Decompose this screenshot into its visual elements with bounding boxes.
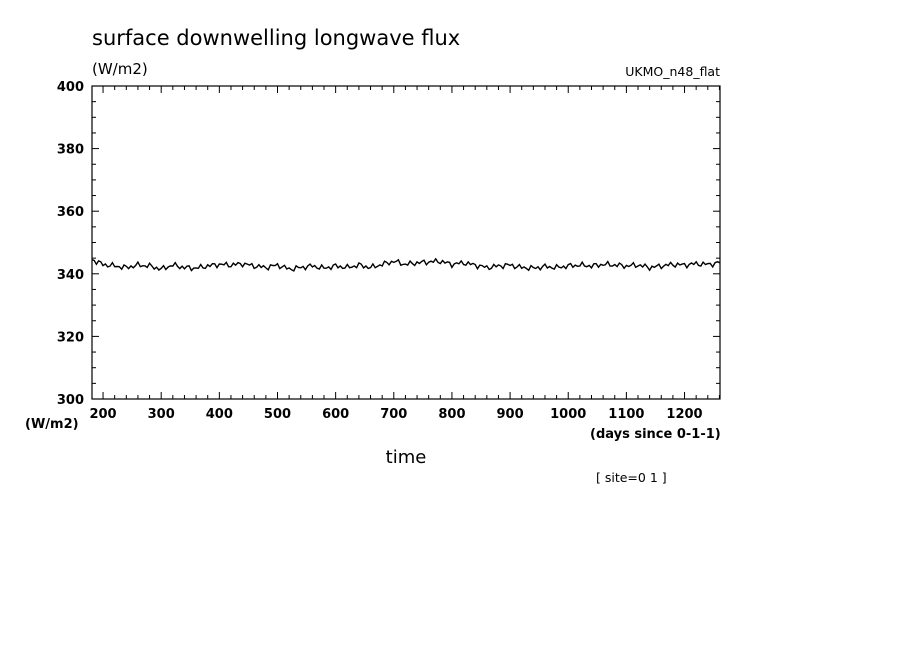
y-tick-label: 380	[57, 143, 84, 158]
x-tick-label: 300	[148, 407, 175, 422]
x-tick-label: 1200	[666, 407, 702, 422]
tick-marks	[92, 85, 720, 400]
y-tick-label: 360	[57, 205, 84, 220]
x-axis-units: (days since 0-1-1)	[590, 427, 721, 442]
x-tick-label: 1100	[608, 407, 644, 422]
y-axis-label: (W/m2)	[25, 417, 79, 432]
y-tick-label: 400	[57, 80, 84, 95]
site-label: [ site=0 1 ]	[596, 470, 667, 485]
series-line	[91, 257, 721, 272]
y-tick-label: 340	[57, 268, 84, 283]
x-tick-labels: 200 300 400 500 600 700 800 900 1000 1100 1200	[89, 407, 702, 422]
x-tick-label: 800	[438, 407, 465, 422]
chart-title: surface downwelling longwave flux	[92, 26, 460, 50]
y-tick-labels: 300 320 340 360 380 400	[57, 80, 84, 408]
x-tick-label: 900	[497, 407, 524, 422]
x-tick-label: 600	[322, 407, 349, 422]
x-tick-label: 200	[89, 407, 116, 422]
x-axis-label: time	[386, 447, 427, 468]
dataset-label: UKMO_n48_flat	[625, 64, 720, 79]
x-tick-label: 400	[206, 407, 233, 422]
x-tick-label: 1000	[550, 407, 586, 422]
x-tick-label: 700	[380, 407, 407, 422]
series-layer	[91, 257, 721, 272]
units-label: (W/m2)	[92, 60, 148, 78]
y-tick-label: 320	[57, 330, 84, 345]
x-tick-label: 500	[264, 407, 291, 422]
y-tick-label: 300	[57, 393, 84, 408]
plot-frame	[91, 85, 721, 400]
